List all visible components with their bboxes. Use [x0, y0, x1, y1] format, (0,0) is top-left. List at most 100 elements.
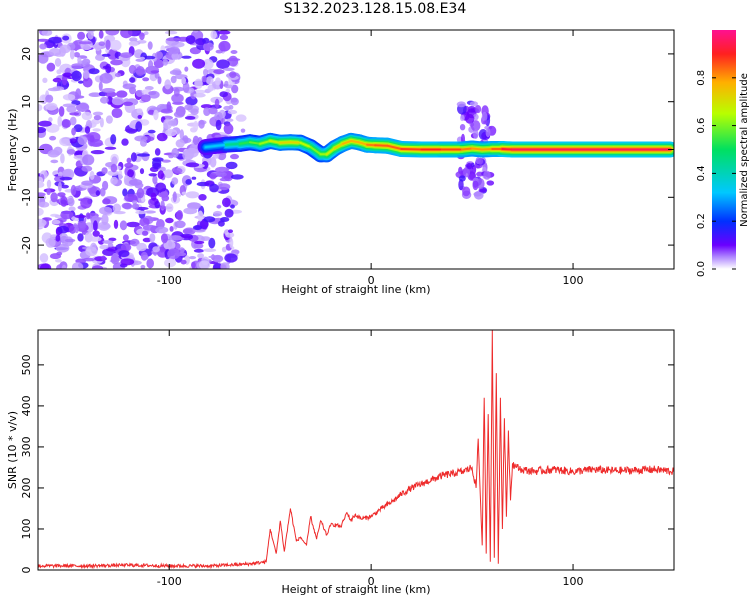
spread-speckle	[456, 101, 466, 108]
noise-speckle	[134, 182, 144, 189]
noise-speckle	[203, 248, 217, 252]
noise-speckle	[192, 58, 206, 69]
noise-speckle	[163, 169, 174, 179]
noise-speckle	[52, 77, 62, 83]
ridge-segment	[289, 141, 302, 144]
noise-speckle	[77, 233, 84, 242]
ridge-segment	[400, 148, 423, 151]
noise-speckle	[98, 41, 106, 46]
noise-speckle	[230, 97, 238, 103]
noise-speckle	[230, 174, 244, 180]
spread-speckle	[485, 127, 491, 138]
noise-speckle	[38, 218, 47, 227]
noise-speckle	[82, 77, 93, 88]
ridge-segment	[249, 141, 262, 145]
noise-speckle	[170, 119, 177, 127]
noise-speckle	[45, 94, 54, 103]
y-tick-label: 100	[20, 518, 33, 539]
noise-speckle	[99, 117, 104, 128]
noise-speckle	[149, 233, 156, 243]
noise-speckle	[76, 102, 90, 113]
noise-speckle	[92, 128, 101, 132]
noise-speckle	[171, 177, 179, 185]
noise-speckle	[50, 159, 59, 164]
noise-speckle	[74, 151, 85, 156]
noise-speckle	[153, 58, 165, 69]
noise-speckle	[66, 149, 76, 155]
noise-speckle	[75, 88, 82, 99]
ridge-segment	[259, 139, 272, 145]
noise-speckle	[111, 156, 118, 166]
noise-speckle	[88, 68, 100, 75]
noise-speckle	[105, 115, 113, 124]
noise-speckle	[38, 176, 44, 185]
noise-speckle	[157, 76, 162, 85]
noise-speckle	[157, 170, 164, 180]
noise-speckle	[198, 194, 207, 201]
noise-speckle	[71, 127, 76, 136]
noise-speckle	[114, 72, 122, 78]
noise-speckle	[84, 126, 91, 134]
noise-speckle	[135, 210, 148, 215]
x-tick-label: -100	[157, 274, 182, 287]
noise-speckle	[219, 34, 229, 41]
noise-speckle	[42, 77, 48, 84]
noise-speckle	[218, 40, 231, 52]
noise-speckle	[57, 192, 66, 198]
noise-speckle	[99, 206, 113, 215]
noise-speckle	[87, 30, 94, 40]
ridge-segment	[333, 142, 344, 150]
noise-speckle	[191, 261, 196, 269]
spectrogram-y-ticks: -20 -10 0 10 20	[20, 47, 674, 254]
noise-speckle	[132, 200, 138, 205]
y-tick-label: 10	[20, 95, 33, 109]
x-tick-label: 0	[368, 575, 375, 588]
noise-speckle	[213, 69, 225, 75]
ridge-segment	[341, 139, 352, 145]
noise-speckle	[203, 107, 211, 116]
noise-speckle	[105, 246, 118, 252]
noise-speckle	[123, 174, 129, 186]
noise-speckle	[97, 221, 111, 231]
noise-speckle	[92, 45, 98, 49]
noise-speckle	[45, 237, 56, 248]
noise-speckle	[68, 206, 76, 212]
noise-speckle	[64, 238, 76, 243]
noise-speckle	[61, 264, 67, 269]
spread-speckle	[462, 186, 471, 197]
noise-speckle	[118, 169, 123, 181]
noise-speckle	[122, 83, 137, 90]
snr-y-ticks: 0 100 200 300 400 500	[20, 354, 674, 574]
spread-speckle	[481, 111, 488, 122]
ridge-segment	[471, 147, 484, 151]
noise-speckle	[200, 104, 213, 109]
noise-speckle	[77, 135, 88, 146]
noise-speckle	[214, 171, 227, 178]
noise-speckle	[71, 70, 82, 82]
noise-speckle	[74, 225, 79, 234]
noise-speckle	[119, 220, 128, 231]
noise-speckle	[122, 234, 129, 241]
noise-speckle	[111, 96, 124, 106]
snr-panel: -100 0 100 0 100 200 300 400 500 Height of stra…	[6, 329, 675, 596]
noise-speckle	[173, 111, 185, 118]
noise-speckle	[124, 194, 138, 202]
noise-speckle	[230, 204, 235, 209]
noise-speckle	[60, 153, 65, 164]
noise-speckle	[192, 135, 199, 145]
noise-speckle	[122, 188, 128, 197]
noise-speckle	[137, 40, 147, 44]
noise-speckle	[139, 32, 145, 41]
noise-speckle	[59, 44, 71, 54]
noise-speckle	[62, 103, 77, 108]
noise-speckle	[98, 30, 104, 39]
noise-speckle	[81, 180, 94, 186]
noise-speckle	[183, 207, 198, 215]
noise-speckle	[197, 210, 204, 222]
ridge-segment	[461, 147, 474, 151]
noise-speckle	[148, 173, 158, 177]
noise-speckle	[90, 150, 105, 155]
ridge-segment	[309, 146, 322, 156]
snr-frame	[37, 329, 675, 571]
noise-speckle	[92, 230, 100, 237]
